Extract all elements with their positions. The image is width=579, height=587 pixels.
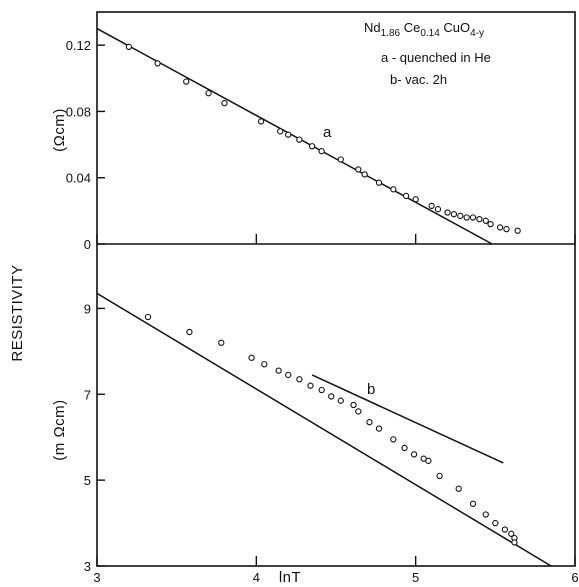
top-data-point [277,128,284,135]
bottom-data-point [355,408,362,415]
top-data-point [355,166,362,173]
top-data-point [434,206,442,213]
top-data-point [487,220,494,228]
bottom-data-point [501,526,509,533]
bottom-data-point [318,386,325,394]
top-data-point [183,78,190,85]
top-data-point [221,99,228,107]
top-data-point [154,60,161,67]
top-data-point [428,202,435,210]
annotation-a: a - quenched in He [381,50,491,65]
top-panel-fit-lines [96,27,493,245]
bottom-data-point [482,511,489,518]
bottom-data-point [455,485,462,492]
curve-label-a: a [323,124,332,141]
top-data-point [285,131,292,138]
top-data-point [337,156,344,163]
top-ytick-label: 0.12 [66,38,91,53]
formula-ce: Ce [400,20,420,35]
bottom-data-point [186,328,193,336]
bottom-data-point [469,500,477,507]
bottom-data-point [390,436,397,443]
formula-annotation: Nd1.86 Ce0.14 CuO4-y [364,20,484,39]
bottom-data-point [492,519,499,527]
bottom-y-axis-label: (m Ωcm) [51,399,68,460]
top-panel-ticks: 0 0.04 0.08 0.12 [66,38,576,252]
top-data-point [318,148,325,155]
bottom-data-point [508,530,515,537]
top-data-point [469,214,477,221]
top-data-point [444,209,451,216]
formula-ce-sub: 0.14 [420,28,440,39]
bottom-panel-fit-lines [96,292,552,567]
bottom-panel-data-points [144,313,518,546]
bottom-data-point [511,539,518,546]
bottom-data-point [337,397,344,404]
shared-y-axis-label: RESISTIVITY [9,264,26,361]
annotation-b: b- vac. 2h [390,72,447,87]
bottom-data-point [218,339,225,346]
bottom-data-point [275,367,282,374]
top-data-point [361,171,368,178]
formula-cuo-sub: 4-y [470,28,484,39]
bottom-xtick-label: 4 [253,570,260,585]
top-y-axis-label: (Ωcm) [51,108,68,152]
top-data-point [503,225,510,233]
bottom-ytick-label: 3 [84,559,91,574]
top-data-point [296,136,303,143]
bottom-fit-line-0 [96,292,552,567]
top-ytick-label: 0 [84,237,91,252]
bottom-xtick-label: 6 [571,570,578,585]
bottom-data-point [436,472,443,479]
bottom-data-point [144,313,152,321]
bottom-data-point [296,376,303,383]
top-ytick-label: 0.04 [66,171,91,186]
bottom-data-point [401,444,408,452]
bottom-panel-ticks: 3 5 7 9 3 4 5 6 [84,301,579,585]
plot-frames [96,11,576,567]
bottom-data-point [410,451,418,458]
bottom-data-point [366,419,373,426]
top-data-point [457,212,464,219]
outer-frame [96,11,576,567]
top-data-point [482,217,489,224]
top-data-point [402,192,410,200]
bottom-xtick-label: 3 [93,570,100,585]
curve-label-b: b [367,381,375,398]
top-data-point [125,43,133,50]
top-data-point [514,227,521,234]
top-panel-data-points [125,43,521,234]
top-data-point [257,118,265,125]
bottom-data-point [425,457,432,464]
top-data-point [205,90,212,97]
formula-nd-sub: 1.86 [381,28,401,39]
top-ytick-label: 0.08 [66,104,91,119]
formula-nd: Nd [364,20,381,35]
bottom-data-point [307,382,314,389]
bottom-data-point [350,401,357,409]
bottom-data-point [248,354,255,361]
bottom-ytick-label: 7 [84,387,91,402]
bottom-data-point [285,371,292,379]
top-data-point [390,186,397,193]
bottom-ytick-label: 5 [84,473,91,488]
bottom-fit-line-1 [311,374,504,464]
bottom-ytick-label: 9 [84,301,91,316]
top-data-point [476,215,483,223]
top-data-point [450,211,458,218]
top-data-point [308,143,316,150]
x-axis-label: lnT [279,569,301,586]
top-data-point [412,196,419,203]
bottom-data-point [261,361,268,368]
top-data-point [496,224,504,231]
top-data-point [375,179,383,186]
formula-cuo: CuO [440,20,470,35]
top-data-point [463,214,470,221]
bottom-data-point [328,393,335,400]
bottom-xtick-label: 5 [412,570,419,585]
bottom-data-point [375,425,383,432]
top-fit-line-0 [96,27,493,245]
